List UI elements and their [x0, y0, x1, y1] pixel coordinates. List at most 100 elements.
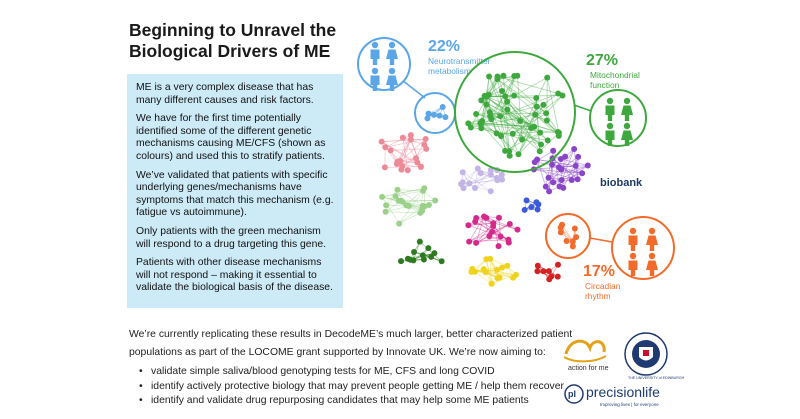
green-node	[511, 72, 518, 79]
purple-edge	[545, 169, 562, 187]
purple-node	[556, 183, 563, 190]
green-edge	[520, 120, 560, 134]
green-node	[555, 90, 562, 97]
purple-edge	[552, 158, 578, 180]
yellow-node	[480, 266, 487, 273]
lightgreen-edge	[402, 200, 436, 203]
darkgreen-node	[419, 252, 426, 259]
lightgreen-edge	[381, 196, 400, 224]
green-edge	[491, 95, 515, 120]
magenta-edge	[468, 224, 501, 237]
green-node	[517, 118, 524, 125]
green-node	[533, 94, 540, 101]
yellow-edge	[485, 259, 493, 284]
info-paragraph-5: Patients with other disease mechanisms w…	[136, 257, 333, 294]
precisionlife-text: precisionlife	[586, 384, 660, 400]
biobank-logo: biobank	[600, 177, 643, 189]
purple-node	[575, 153, 582, 160]
info-paragraph-2: We have for the first time potentially i…	[136, 113, 326, 162]
green-node	[502, 93, 509, 100]
green-edge	[480, 122, 535, 128]
title-line-1: Beginning to Unravel the	[129, 20, 337, 40]
pink-edge	[385, 134, 412, 148]
darkgreen-edge	[419, 241, 442, 262]
green-edge	[485, 96, 535, 128]
network-edges	[381, 75, 589, 285]
red-node	[554, 261, 561, 268]
green-node	[479, 118, 486, 125]
lightgreen-node	[382, 208, 389, 215]
lightgreen-edge	[385, 189, 398, 206]
magenta-edge	[498, 217, 501, 237]
yellow-edge	[489, 258, 498, 279]
pink-edge	[381, 141, 422, 167]
red-node	[546, 276, 553, 283]
orange-edge	[561, 224, 574, 242]
purple-node	[579, 170, 586, 177]
green-node	[494, 73, 501, 80]
magenta-edge	[476, 236, 501, 244]
royal-node	[523, 197, 530, 204]
mito-label-line-1: Mitochondrial	[590, 70, 640, 80]
magenta-node	[466, 238, 473, 245]
lightgreen-edge	[399, 212, 421, 224]
partner-logos: action for me THE UNIVERSITY of EDINBURG…	[563, 332, 685, 407]
green-node	[544, 137, 551, 144]
green-edge	[513, 77, 548, 97]
purple-node	[550, 179, 557, 186]
mito-hub-ring	[454, 51, 576, 173]
royal-node	[534, 206, 541, 213]
edinburgh-logo: THE UNIVERSITY of EDINBURGH	[624, 332, 685, 380]
lightgreen-node	[379, 193, 386, 200]
mito-percent: 27%	[586, 52, 618, 69]
yellow-node	[494, 266, 501, 273]
purple-node	[531, 159, 538, 166]
neuro-connector	[401, 79, 426, 99]
network-nodes	[378, 72, 591, 287]
green-node	[504, 98, 511, 105]
green-edge	[497, 76, 510, 152]
red-node	[534, 268, 541, 275]
green-node	[506, 148, 513, 155]
bottom-intro-line-2: populations as part of the LOCOME grant …	[129, 346, 546, 358]
green-edge	[506, 101, 532, 129]
magenta-edge	[468, 225, 494, 242]
green-edge	[534, 114, 560, 137]
red-node	[554, 273, 561, 280]
title-line-2: Biological Drivers of ME	[129, 41, 331, 61]
pink-edge	[399, 139, 412, 162]
magenta-node	[486, 233, 493, 240]
lavender-node	[487, 188, 494, 195]
yellow-node	[499, 264, 506, 271]
yellow-edge	[472, 268, 514, 279]
lightgreen-edge	[381, 187, 425, 198]
info-paragraph-1: ME is a very complex disease that has ma…	[136, 82, 314, 106]
green-edge	[512, 112, 547, 135]
green-edge	[488, 76, 519, 155]
green-edge	[486, 76, 490, 105]
purple-edge	[560, 158, 588, 166]
purple-edge	[561, 169, 583, 174]
magenta-edge	[468, 216, 485, 242]
green-node	[509, 130, 516, 137]
magenta-edge	[486, 217, 510, 243]
action-for-me-logo: action for me	[563, 339, 609, 372]
lavender-edge	[474, 169, 492, 189]
mito-label-line-2: function	[590, 80, 620, 90]
green-node	[538, 141, 545, 148]
precisionlife-tagline: Improving lives | for everyone	[600, 402, 659, 407]
neuro-percent: 22%	[428, 38, 460, 55]
lavender-node	[474, 165, 481, 172]
pink-node	[422, 136, 429, 143]
circ-hub-ring	[545, 213, 591, 259]
green-edge	[486, 104, 541, 152]
pink-node	[423, 145, 430, 152]
green-node	[511, 92, 518, 99]
green-node	[532, 111, 539, 118]
green-edge	[488, 94, 515, 97]
lightgreen-node	[395, 197, 402, 204]
yellow-edge	[489, 258, 493, 284]
magenta-node	[506, 220, 513, 227]
green-node	[465, 120, 472, 127]
pink-edge	[385, 138, 426, 148]
